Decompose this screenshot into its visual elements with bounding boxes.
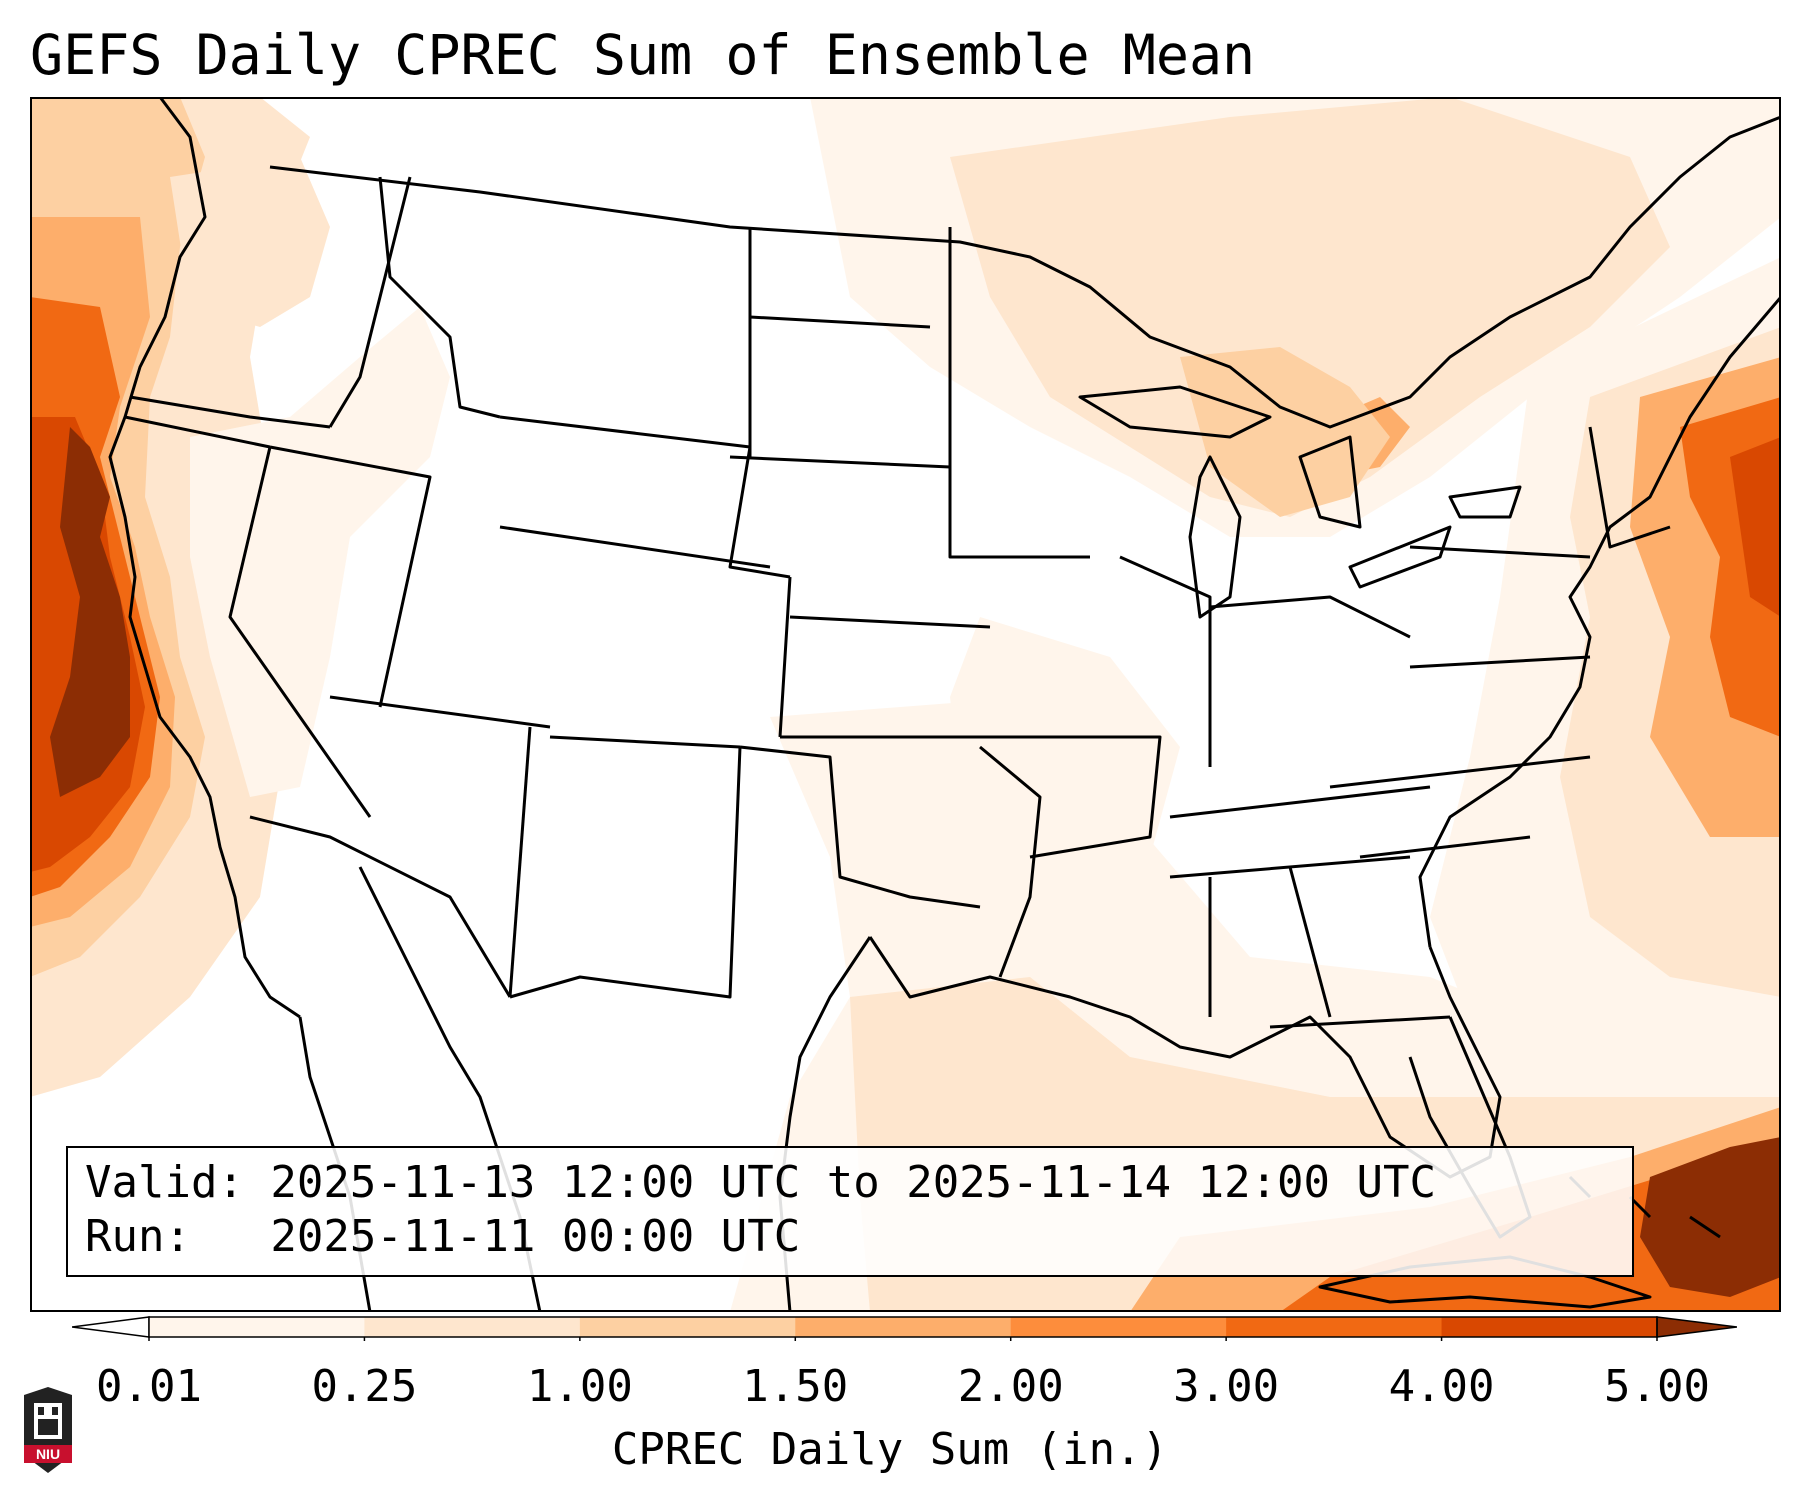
colorbar-outline <box>148 1316 1658 1338</box>
east-coast <box>1418 296 1781 948</box>
map-canvas <box>30 97 1781 1312</box>
shade-atlantic-red <box>1730 437 1781 617</box>
wy-co-border <box>499 525 771 569</box>
mn-east <box>948 227 1090 559</box>
or-ca-border <box>124 415 271 449</box>
info-box: Valid: 2025-11-13 12:00 UTC to 2025-11-1… <box>66 1146 1634 1277</box>
valid-time-text: Valid: 2025-11-13 12:00 UTC to 2025-11-1… <box>85 1157 1437 1208</box>
colorbar-tick-label: 1.50 <box>742 1361 849 1412</box>
lake-ontario <box>1448 485 1522 519</box>
shade-canada-mid <box>950 97 1670 517</box>
lake-michigan <box>1188 455 1242 619</box>
lake-erie <box>1348 525 1452 589</box>
nm-tx-border <box>509 746 742 999</box>
az-mexico-border <box>249 815 512 998</box>
colorbar-label: CPREC Daily Sum (in.) <box>611 1424 1169 1475</box>
ga-fl-border <box>1269 1015 1451 1029</box>
colorbar <box>72 1313 1737 1341</box>
colorbar-tick-label: 0.25 <box>311 1361 418 1412</box>
shade-west-brown <box>50 427 130 797</box>
colorbar-svg <box>72 1316 1737 1341</box>
ne-ks-border <box>789 615 991 629</box>
niu-logo: NIU <box>20 1385 76 1477</box>
niu-logo-icon: NIU <box>24 1387 72 1473</box>
mt-wy-border <box>499 415 751 449</box>
colorbar-tick-label: 0.01 <box>96 1361 202 1412</box>
nd-sd-border <box>749 315 931 329</box>
colorbar-segment <box>364 1317 581 1337</box>
colorbar-extend-low <box>72 1316 150 1338</box>
shade-caribbean-brown <box>1640 1137 1781 1297</box>
ca-nv-border <box>228 446 372 818</box>
ok-tx-border <box>739 745 981 909</box>
lake-huron <box>1298 435 1362 529</box>
lake-superior <box>1078 385 1272 439</box>
precipitation-map <box>30 97 1781 1312</box>
gulf-coast <box>868 936 1502 1179</box>
ut-az-border <box>329 695 551 729</box>
al-ga-border <box>1288 866 1332 1018</box>
shade-ontario-orange <box>1180 347 1390 517</box>
map-title: GEFS Daily CPREC Sum of Ensemble Mean <box>30 23 1256 87</box>
colorbar-segment <box>795 1317 1012 1337</box>
map-boundaries <box>108 97 1781 1312</box>
colorbar-extend-high <box>1656 1316 1737 1338</box>
or-id-border <box>328 176 412 428</box>
pa-ny-border <box>1409 545 1591 559</box>
colorbar-tick-label: 4.00 <box>1388 1361 1495 1412</box>
canada-border <box>269 115 1781 429</box>
co-nm-border <box>549 735 741 749</box>
pa-south-border <box>1409 655 1591 669</box>
colorbar-tick-label: 2.00 <box>957 1361 1064 1412</box>
il-in-border <box>1119 555 1212 767</box>
wa-or-border <box>129 395 331 429</box>
svg-text:NIU: NIU <box>36 1446 60 1462</box>
shade-scentral-light <box>950 617 1180 897</box>
colorbar-segments <box>72 1316 1737 1341</box>
nc-sc-border <box>1359 835 1531 859</box>
new-england <box>1588 426 1671 549</box>
id-mt-border <box>378 176 501 419</box>
colorbar-segment <box>1010 1317 1227 1337</box>
co-ks-border <box>778 576 792 738</box>
colorbar-tick-label: 3.00 <box>1173 1361 1280 1412</box>
va-nc-border <box>1329 755 1591 789</box>
colorbar-tick-label: 5.00 <box>1604 1361 1710 1412</box>
tx-la-border <box>979 745 1042 978</box>
shade-nv-light <box>190 307 450 797</box>
bahamas-3 <box>1689 1215 1721 1239</box>
ky-tn-border <box>1169 785 1431 819</box>
az-nm-border <box>508 726 532 998</box>
run-time-text: Run: 2025-11-11 00:00 UTC <box>85 1211 801 1262</box>
shade-wa-light <box>170 157 330 327</box>
oh-border <box>1209 595 1411 639</box>
nv-ut-border <box>269 445 432 708</box>
colorbar-segment <box>1441 1317 1658 1337</box>
colorbar-segment <box>149 1317 365 1337</box>
colorbar-segment <box>579 1317 796 1337</box>
wy-ne-border <box>728 446 791 579</box>
coastline-west <box>108 97 301 1019</box>
colorbar-segment <box>1226 1317 1443 1337</box>
colorbar-tick-label: 1.00 <box>526 1361 633 1412</box>
sd-ne-border <box>729 455 951 469</box>
ar-border <box>1000 735 1162 859</box>
